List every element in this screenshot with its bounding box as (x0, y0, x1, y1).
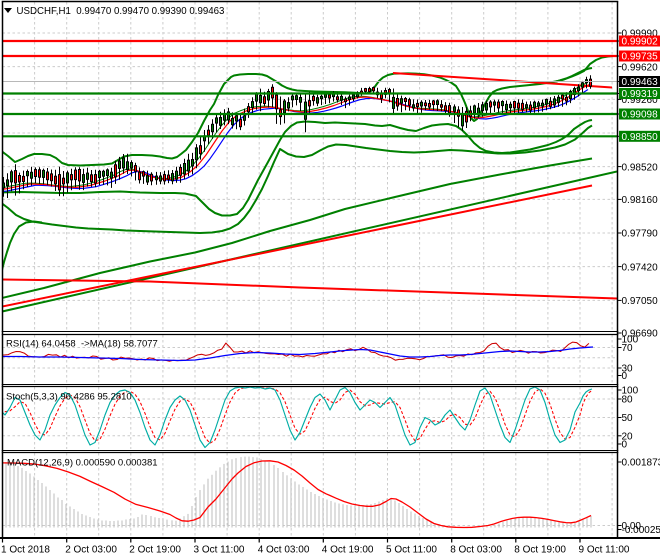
svg-text:0.98160: 0.98160 (622, 195, 659, 206)
svg-text:0.97420: 0.97420 (622, 262, 659, 273)
svg-text:0.99319: 0.99319 (622, 89, 659, 100)
svg-text:0.001873: 0.001873 (622, 458, 660, 469)
svg-text:RSI(14) 64.0458 ->MA(18) 58.7: RSI(14) 64.0458 ->MA(18) 58.7077 (6, 339, 158, 350)
svg-text:8 Oct 19:00: 8 Oct 19:00 (514, 545, 566, 556)
svg-text:USDCHF,H1 0.99470 0.99470 0.9: USDCHF,H1 0.99470 0.99470 0.99390 0.9946… (17, 6, 225, 17)
svg-text:70: 70 (622, 343, 634, 354)
svg-text:2 Oct 03:00: 2 Oct 03:00 (65, 545, 117, 556)
svg-text:4 Oct 19:00: 4 Oct 19:00 (322, 545, 374, 556)
svg-text:0.97050: 0.97050 (622, 296, 659, 307)
svg-text:0.99098: 0.99098 (622, 110, 659, 121)
svg-text:0.98520: 0.98520 (622, 162, 659, 173)
svg-text:100: 100 (622, 386, 639, 397)
svg-text:0.98850: 0.98850 (622, 132, 659, 143)
svg-text:5 Oct 11:00: 5 Oct 11:00 (386, 545, 437, 556)
svg-text:30: 30 (622, 364, 634, 375)
svg-text:0.00: 0.00 (622, 521, 642, 532)
svg-text:0.99620: 0.99620 (622, 62, 659, 73)
svg-text:-0.000254: -0.000254 (622, 525, 660, 536)
svg-text:0.99902: 0.99902 (622, 37, 659, 48)
svg-text:2 Oct 19:00: 2 Oct 19:00 (129, 545, 181, 556)
svg-text:100: 100 (622, 335, 639, 346)
svg-text:4 Oct 03:00: 4 Oct 03:00 (258, 545, 310, 556)
svg-text:Stoch(5,3,3) 96.4286 95.2810: Stoch(5,3,3) 96.4286 95.2810 (6, 392, 132, 403)
svg-text:0.96690: 0.96690 (622, 329, 659, 340)
svg-text:80: 80 (622, 395, 634, 406)
svg-text:9 Oct 11:00: 9 Oct 11:00 (579, 545, 630, 556)
svg-text:1 Oct 2018: 1 Oct 2018 (1, 545, 50, 556)
svg-text:8 Oct 03:00: 8 Oct 03:00 (450, 545, 502, 556)
svg-text:0: 0 (622, 440, 628, 451)
svg-text:0.99260: 0.99260 (622, 95, 659, 106)
svg-text:3 Oct 11:00: 3 Oct 11:00 (194, 545, 245, 556)
svg-text:20: 20 (622, 432, 634, 443)
svg-text:50: 50 (622, 413, 634, 424)
svg-text:0.97790: 0.97790 (622, 229, 659, 240)
svg-text:0.99990: 0.99990 (622, 29, 659, 40)
svg-text:0: 0 (622, 371, 628, 382)
svg-text:0.99463: 0.99463 (622, 77, 659, 88)
svg-text:0.99735: 0.99735 (622, 52, 659, 63)
svg-text:MACD(12,26,9) 0.000590 0.00038: MACD(12,26,9) 0.000590 0.000381 (7, 458, 158, 469)
